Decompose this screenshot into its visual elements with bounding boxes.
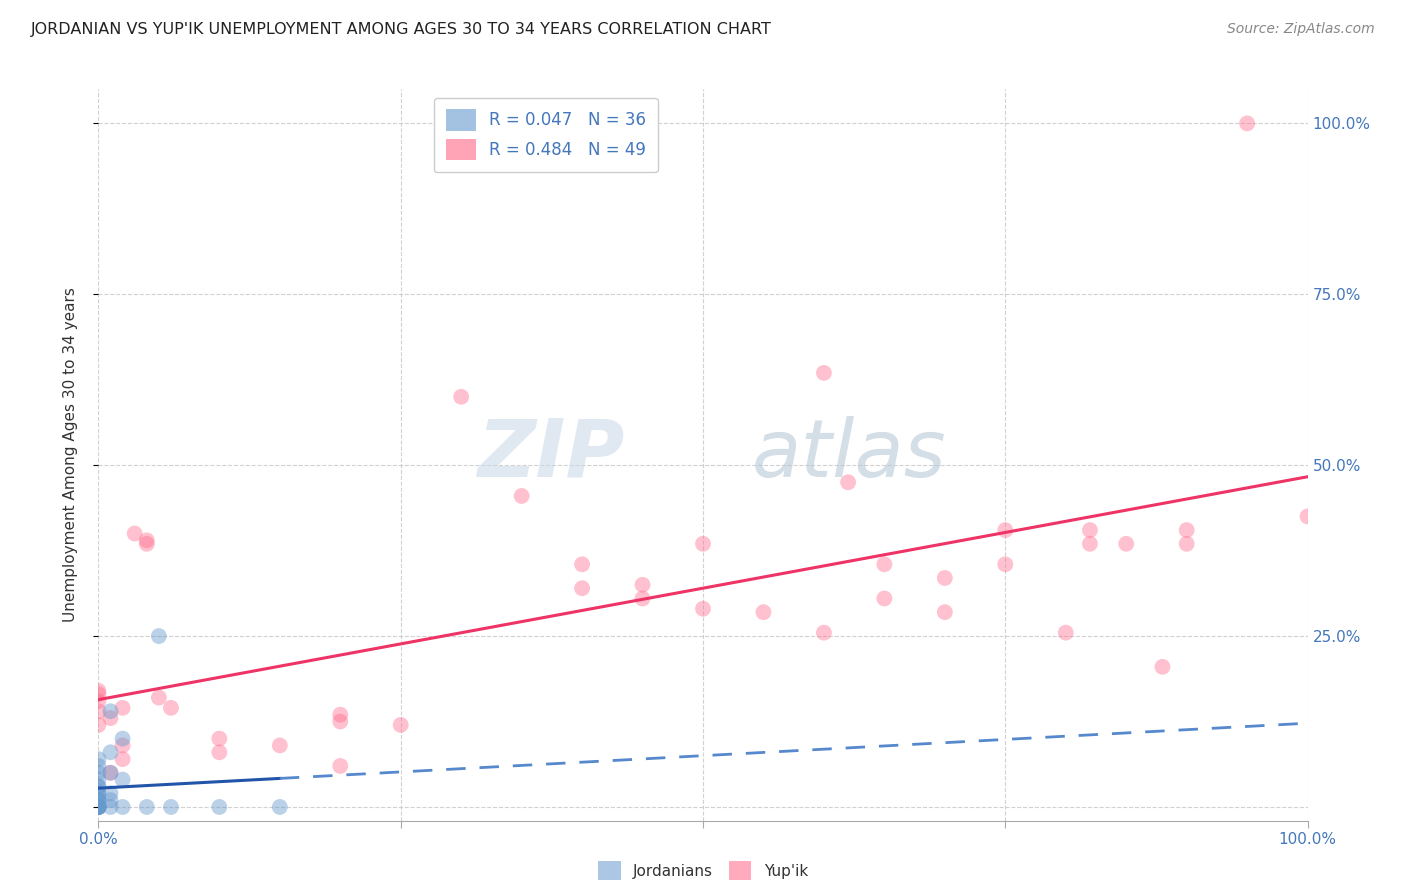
Point — [135, 537, 157, 551]
Point — [1175, 537, 1198, 551]
Point — [1152, 660, 1174, 674]
Point — [87, 718, 110, 732]
Y-axis label: Unemployment Among Ages 30 to 34 years: Unemployment Among Ages 30 to 34 years — [63, 287, 77, 623]
Point — [1054, 625, 1077, 640]
Point — [87, 704, 110, 718]
Point — [100, 793, 122, 807]
Point — [100, 745, 122, 759]
Point — [87, 780, 110, 794]
Point — [100, 765, 122, 780]
Point — [1078, 537, 1101, 551]
Legend: Jordanians, Yup'ik: Jordanians, Yup'ik — [592, 855, 814, 886]
Point — [87, 759, 110, 773]
Point — [87, 683, 110, 698]
Point — [100, 711, 122, 725]
Point — [87, 793, 110, 807]
Point — [87, 786, 110, 800]
Point — [87, 765, 110, 780]
Point — [269, 739, 291, 753]
Point — [87, 800, 110, 814]
Point — [1236, 116, 1258, 130]
Point — [87, 800, 110, 814]
Point — [148, 690, 170, 705]
Point — [208, 800, 231, 814]
Point — [87, 780, 110, 794]
Point — [87, 752, 110, 766]
Point — [135, 800, 157, 814]
Point — [994, 523, 1017, 537]
Point — [87, 786, 110, 800]
Point — [813, 366, 835, 380]
Point — [269, 800, 291, 814]
Point — [450, 390, 472, 404]
Point — [160, 701, 183, 715]
Point — [87, 793, 110, 807]
Point — [111, 772, 134, 787]
Point — [631, 591, 654, 606]
Point — [100, 704, 122, 718]
Point — [124, 526, 146, 541]
Point — [837, 475, 859, 490]
Text: atlas: atlas — [751, 416, 946, 494]
Point — [87, 800, 110, 814]
Point — [329, 707, 352, 722]
Point — [208, 745, 231, 759]
Point — [87, 800, 110, 814]
Point — [389, 718, 412, 732]
Point — [87, 800, 110, 814]
Point — [571, 581, 593, 595]
Point — [692, 601, 714, 615]
Point — [329, 714, 352, 729]
Text: ZIP: ZIP — [477, 416, 624, 494]
Point — [1175, 523, 1198, 537]
Point — [87, 694, 110, 708]
Point — [87, 800, 110, 814]
Point — [934, 605, 956, 619]
Point — [873, 558, 896, 572]
Point — [813, 625, 835, 640]
Point — [873, 591, 896, 606]
Point — [135, 533, 157, 548]
Point — [100, 786, 122, 800]
Point — [87, 793, 110, 807]
Point — [111, 701, 134, 715]
Point — [160, 800, 183, 814]
Point — [111, 731, 134, 746]
Point — [510, 489, 533, 503]
Point — [148, 629, 170, 643]
Point — [994, 558, 1017, 572]
Point — [87, 800, 110, 814]
Point — [87, 800, 110, 814]
Point — [1296, 509, 1319, 524]
Point — [87, 800, 110, 814]
Point — [111, 739, 134, 753]
Point — [100, 800, 122, 814]
Text: JORDANIAN VS YUP'IK UNEMPLOYMENT AMONG AGES 30 TO 34 YEARS CORRELATION CHART: JORDANIAN VS YUP'IK UNEMPLOYMENT AMONG A… — [31, 22, 772, 37]
Point — [87, 772, 110, 787]
Point — [692, 537, 714, 551]
Point — [934, 571, 956, 585]
Point — [752, 605, 775, 619]
Text: Source: ZipAtlas.com: Source: ZipAtlas.com — [1227, 22, 1375, 37]
Point — [631, 578, 654, 592]
Point — [87, 687, 110, 701]
Point — [111, 752, 134, 766]
Point — [111, 800, 134, 814]
Point — [329, 759, 352, 773]
Point — [208, 731, 231, 746]
Point — [571, 558, 593, 572]
Point — [87, 800, 110, 814]
Point — [1078, 523, 1101, 537]
Point — [1115, 537, 1137, 551]
Point — [100, 765, 122, 780]
Point — [87, 800, 110, 814]
